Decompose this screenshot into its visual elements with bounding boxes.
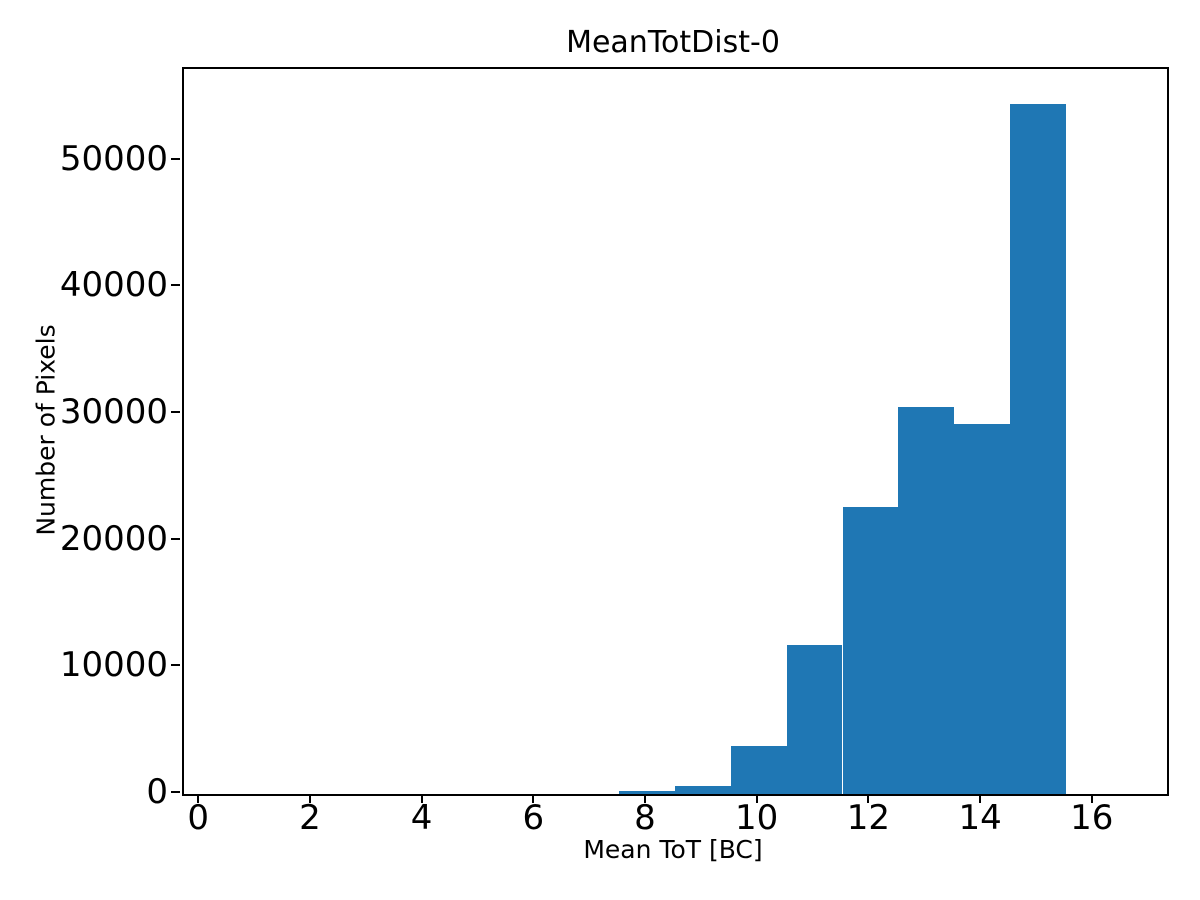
x-tick-label: 12 xyxy=(846,798,891,838)
x-tick-mark xyxy=(308,794,311,803)
x-tick-mark xyxy=(197,794,200,803)
histogram-bar xyxy=(898,407,955,794)
x-tick-label: 8 xyxy=(634,798,656,838)
y-tick-label: 0 xyxy=(146,772,168,812)
y-tick-label: 20000 xyxy=(59,518,168,559)
histogram-bar xyxy=(619,791,675,794)
y-tick-label: 10000 xyxy=(59,645,168,686)
x-tick-label: 6 xyxy=(522,798,545,838)
histogram-bar xyxy=(786,644,843,794)
histogram-bar xyxy=(674,786,731,794)
x-tick-mark xyxy=(644,794,646,803)
y-tick-mark xyxy=(171,537,180,540)
histogram-bar xyxy=(730,746,787,794)
y-tick-mark xyxy=(171,791,180,793)
x-tick-mark xyxy=(867,794,870,803)
y-tick-mark xyxy=(171,664,180,667)
y-axis-label: Number of Pixels xyxy=(31,324,61,536)
chart-title: MeanTotDist-0 xyxy=(566,25,780,60)
x-tick-label: 4 xyxy=(410,798,433,838)
x-tick-label: 14 xyxy=(958,798,1002,838)
x-tick-label: 0 xyxy=(187,798,210,838)
plot-area xyxy=(182,67,1169,796)
histogram-bar xyxy=(1010,103,1066,794)
x-tick-label: 16 xyxy=(1070,798,1114,838)
y-tick-mark xyxy=(171,411,180,414)
x-tick-mark xyxy=(755,794,758,803)
x-tick-mark xyxy=(979,794,982,803)
x-tick-mark xyxy=(1090,794,1093,803)
x-tick-label: 10 xyxy=(735,798,779,838)
y-tick-label: 40000 xyxy=(59,265,168,306)
x-tick-mark xyxy=(420,794,423,803)
y-tick-mark xyxy=(171,157,180,160)
y-tick-label: 50000 xyxy=(59,138,168,179)
y-tick-mark xyxy=(171,284,180,287)
x-tick-mark xyxy=(532,794,535,803)
x-axis-label: Mean ToT [BC] xyxy=(583,835,763,864)
x-tick-label: 2 xyxy=(299,798,321,838)
y-tick-label: 30000 xyxy=(59,392,168,433)
histogram-bar xyxy=(842,507,899,794)
histogram-bar xyxy=(954,423,1011,794)
